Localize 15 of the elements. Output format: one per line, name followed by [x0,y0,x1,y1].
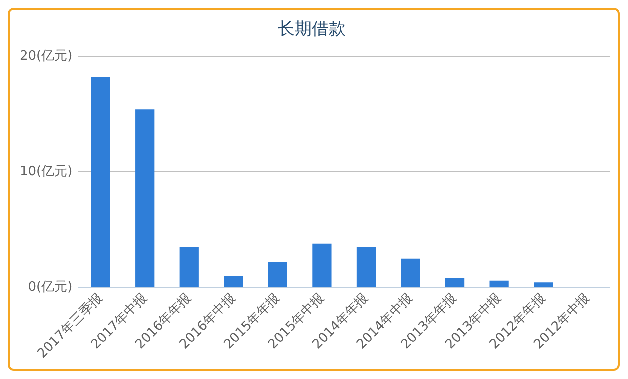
bar [180,247,199,288]
bar [312,244,332,288]
bar [445,278,465,288]
y-tick-label: 0(亿元) [28,280,73,296]
bar [136,110,155,288]
bar [356,247,376,288]
bar [490,280,509,288]
bar [224,276,244,288]
bar [401,258,420,288]
chart-title: 长期借款 [278,20,346,40]
y-tick-label: 20(亿元) [20,48,73,64]
bar [268,262,288,288]
bar [91,77,110,288]
y-tick-label: 10(亿元) [20,164,73,180]
bar [534,282,554,288]
